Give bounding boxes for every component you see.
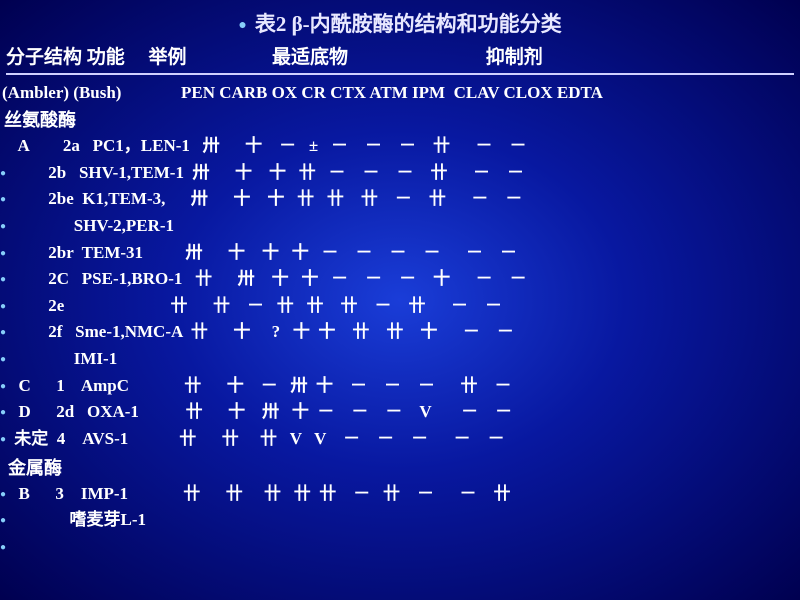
table-row: ● B 3 IMP-1 卄 卄 卄 卄 卄 － 卄 － － 卄: [0, 481, 800, 508]
section-serine: 丝氨酸酶: [0, 105, 800, 133]
bullet-icon: ●: [0, 167, 6, 182]
title-text: 表2 β-内酰胺酶的结构和功能分类: [255, 12, 562, 36]
bullet-icon: ●: [0, 326, 6, 341]
table-row: ● D 2d OXA-1 卄 十 卅 十 － － － V － －: [0, 399, 800, 426]
table-row: ● 2f Sme-1,NMC-A 卄 十 ? 十 十 卄 卄 十 － －: [0, 319, 800, 346]
bullet-icon: ●: [0, 247, 6, 262]
row-text: A 2a PC1，LEN-1 卅 十 － ± － － － 卄 － －: [10, 136, 527, 155]
bullet-icon: ●: [0, 380, 6, 395]
bullet-icon: ●: [0, 193, 6, 208]
row-text: IMI-1: [10, 349, 117, 368]
table-row: ● IMI-1: [0, 346, 800, 373]
divider: [6, 73, 794, 75]
bullet-icon: ●: [238, 18, 246, 33]
section-metallo: 金属酶: [0, 453, 800, 481]
header-group-row: 分子结构 功能 举例 最适底物 抑制剂: [0, 38, 800, 71]
bullet-icon: ●: [0, 300, 6, 315]
table-body-1: A 2a PC1，LEN-1 卅 十 － ± － － － 卄 － － ● 2b S…: [0, 133, 800, 453]
table-row: ● 2b SHV-1,TEM-1 卅 十 十 卄 － － － 卄 － －: [0, 160, 800, 187]
row-text: 2b SHV-1,TEM-1 卅 十 十 卄 － － － 卄 － －: [10, 163, 524, 182]
table-row: ● 未定 4 AVS-1 卄 卄 卄 V V － － － － －: [0, 426, 800, 453]
bullet-icon: ●: [0, 433, 6, 448]
bullet-icon: ●: [0, 488, 6, 503]
row-text: 未定 4 AVS-1 卄 卄 卄 V V － － － － －: [10, 429, 505, 448]
row-text: 2C PSE-1,BRO-1 卄 卅 十 十 － － － 十 － －: [10, 269, 527, 288]
row-text: B 3 IMP-1 卄 卄 卄 卄 卄 － 卄 － － 卄: [10, 484, 511, 503]
bullet-icon: ●: [0, 406, 6, 421]
table-row: ● C 1 AmpC 卄 十 － 卅 十 － － － 卄 －: [0, 373, 800, 400]
table-row: ● 2be K1,TEM-3, 卅 十 十 卄 卄 卄 － 卄 － －: [0, 186, 800, 213]
table-body-2: ● B 3 IMP-1 卄 卄 卄 卄 卄 － 卄 － － 卄● 嗜麦芽L-1●: [0, 481, 800, 536]
column-header-row: (Ambler) (Bush) PEN CARB OX CR CTX ATM I…: [0, 81, 800, 105]
bullet-icon: ●: [0, 220, 6, 235]
table-row: ● 2e 卄 卄 － 卄 卄 卄 － 卄 － －: [0, 293, 800, 320]
table-row: ●: [0, 534, 800, 536]
bullet-icon: ●: [0, 514, 6, 529]
row-text: 2f Sme-1,NMC-A 卄 十 ? 十 十 卄 卄 十 － －: [10, 322, 514, 341]
row-text: 2e 卄 卄 － 卄 卄 卄 － 卄 － －: [10, 296, 502, 315]
row-text: C 1 AmpC 卄 十 － 卅 十 － － － 卄 －: [10, 376, 512, 395]
row-text: 嗜麦芽L-1: [10, 510, 146, 529]
row-text: SHV-2,PER-1: [10, 216, 174, 235]
row-text: 2br TEM-31 卅 十 十 十 － － － － － －: [10, 243, 517, 262]
table-row: ● 2br TEM-31 卅 十 十 十 － － － － － －: [0, 240, 800, 267]
bullet-icon: ●: [0, 541, 6, 556]
bullet-icon: ●: [0, 273, 6, 288]
slide-title: ● 表2 β-内酰胺酶的结构和功能分类: [0, 0, 800, 38]
bullet-icon: ●: [0, 353, 6, 368]
table-row: A 2a PC1，LEN-1 卅 十 － ± － － － 卄 － －: [0, 133, 800, 160]
row-text: 2be K1,TEM-3, 卅 十 十 卄 卄 卄 － 卄 － －: [10, 189, 522, 208]
table-row: ● 嗜麦芽L-1: [0, 507, 800, 534]
table-row: ● 2C PSE-1,BRO-1 卄 卅 十 十 － － － 十 － －: [0, 266, 800, 293]
row-text: D 2d OXA-1 卄 十 卅 十 － － － V － －: [10, 402, 512, 421]
table-row: ● SHV-2,PER-1: [0, 213, 800, 240]
